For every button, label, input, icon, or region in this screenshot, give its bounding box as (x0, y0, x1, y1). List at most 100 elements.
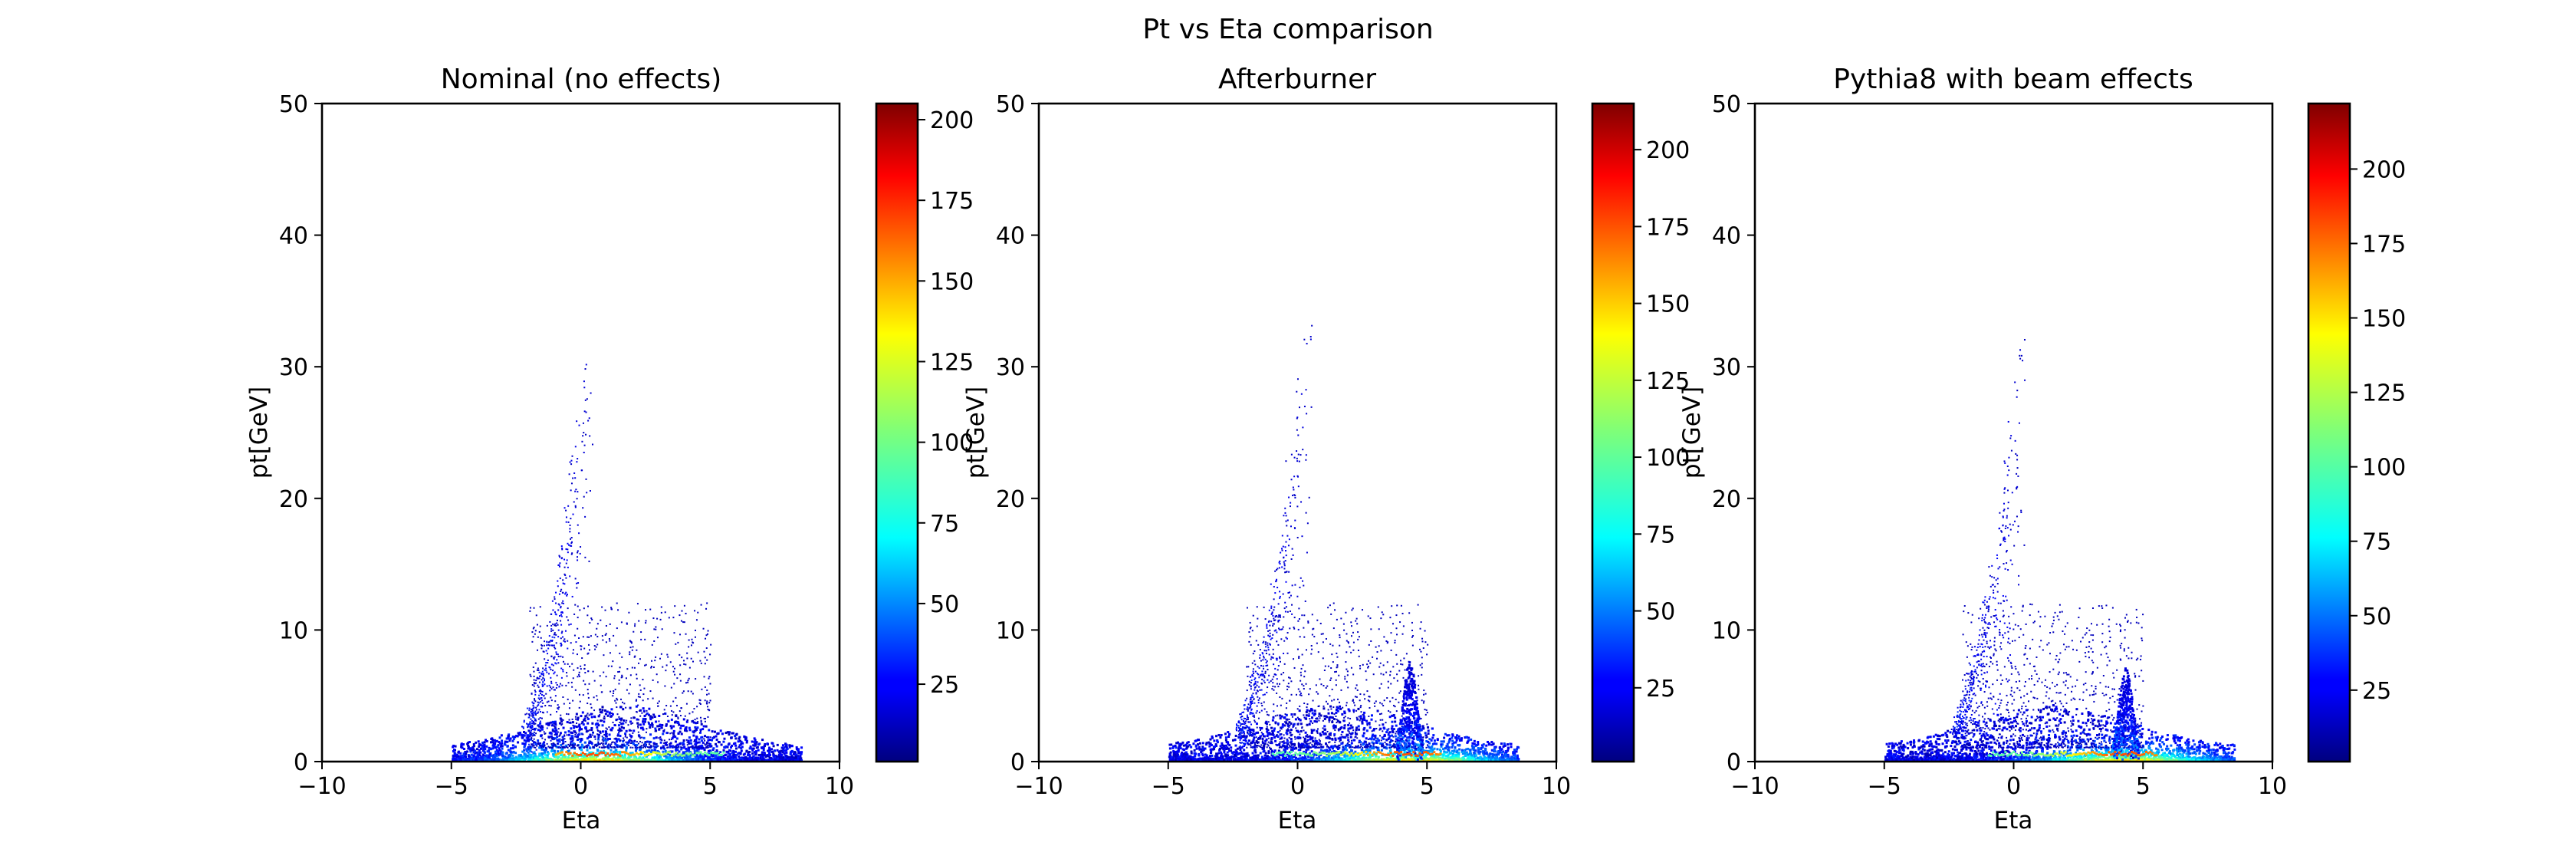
heatmap-cell (544, 678, 546, 680)
heatmap-cell (591, 758, 594, 761)
heatmap-cell (452, 758, 455, 761)
heatmap-cell (541, 706, 544, 708)
heatmap-cell (529, 610, 531, 612)
heatmap-cell (645, 713, 647, 716)
heatmap-cell (467, 742, 470, 745)
heatmap-cell (529, 733, 532, 736)
heatmap-cell (504, 759, 507, 762)
heatmap-cell (584, 726, 587, 729)
heatmap-cell (598, 752, 601, 755)
heatmap-cell (613, 692, 615, 694)
heatmap-cell (1281, 726, 1284, 729)
heatmap-cell (651, 660, 653, 662)
heatmap-cell (652, 759, 655, 762)
heatmap-cell (692, 747, 695, 750)
y-tick-label: 0 (294, 749, 308, 776)
heatmap-cell (697, 755, 700, 759)
heatmap-cell (562, 670, 564, 673)
heatmap-cell (495, 740, 498, 743)
heatmap-cell (555, 734, 557, 736)
heatmap-cell (589, 435, 591, 437)
heatmap-cell (538, 677, 540, 680)
heatmap-cell (621, 674, 623, 676)
heatmap-cell (600, 719, 603, 722)
heatmap-cell (683, 663, 685, 665)
heatmap-cell (636, 752, 639, 755)
heatmap-cell (797, 752, 800, 755)
heatmap-cell (568, 745, 570, 747)
heatmap-cell (561, 611, 564, 613)
heatmap-cell (678, 710, 681, 713)
heatmap-cell (667, 752, 670, 755)
heatmap-cell (590, 617, 593, 620)
heatmap-cell (539, 726, 541, 729)
heatmap-cell (559, 614, 561, 617)
heatmap-cell (468, 759, 472, 762)
heatmap-cell (467, 745, 470, 749)
heatmap-cell (625, 706, 627, 709)
heatmap-cell (1300, 730, 1303, 733)
heatmap-cell (567, 640, 569, 642)
heatmap-cell (561, 722, 564, 725)
heatmap-cell (567, 619, 570, 621)
heatmap-cell (586, 758, 590, 761)
heatmap-cell (586, 492, 588, 494)
heatmap-cell (737, 740, 740, 743)
heatmap-cell (675, 746, 678, 749)
heatmap-cell (692, 746, 694, 749)
heatmap-cell (646, 709, 648, 712)
heatmap-cell (486, 756, 489, 759)
heatmap-cell (629, 683, 631, 686)
heatmap-cell (572, 477, 574, 479)
heatmap-cell (662, 746, 665, 749)
heatmap-cell (702, 756, 705, 759)
heatmap-cell (785, 754, 788, 757)
heatmap-cell (761, 746, 764, 749)
heatmap-cell (777, 759, 780, 762)
heatmap-cell (473, 749, 476, 752)
heatmap-cell (574, 578, 577, 580)
heatmap-cell (696, 750, 699, 753)
heatmap-cell (498, 749, 501, 752)
heatmap-cell (579, 700, 581, 703)
heatmap-cell (619, 739, 622, 742)
heatmap-cell (484, 748, 487, 751)
heatmap-cell (777, 753, 780, 756)
heatmap-cell (752, 755, 755, 758)
heatmap-cell (687, 681, 689, 683)
heatmap-cell (605, 727, 607, 729)
heatmap-cell (675, 752, 678, 755)
heatmap-cell (675, 720, 678, 722)
heatmap-cell (648, 752, 651, 755)
heatmap-cell (659, 741, 662, 744)
heatmap-cell (678, 758, 682, 761)
heatmap-cell (669, 739, 671, 741)
heatmap-cell (751, 747, 754, 750)
heatmap-cell (488, 753, 491, 756)
heatmap-cell (672, 729, 675, 732)
heatmap-cell (668, 755, 671, 759)
heatmap-cell (663, 755, 666, 758)
colorbar-tick-label: 125 (930, 349, 974, 376)
heatmap-cell (556, 711, 558, 713)
heatmap-cell (616, 735, 619, 737)
heatmap-cell (503, 759, 506, 762)
heatmap-cell (550, 744, 554, 747)
heatmap-cell (694, 750, 697, 753)
heatmap-cell (635, 699, 637, 702)
heatmap-cell (751, 740, 754, 743)
heatmap-cell (635, 745, 638, 748)
heatmap-cell (630, 742, 632, 745)
heatmap-cell (539, 726, 541, 728)
heatmap-cell (646, 741, 648, 743)
heatmap-cell (1388, 743, 1392, 746)
heatmap-cell (1313, 713, 1316, 716)
x-tick-label: 10 (825, 773, 854, 800)
heatmap-cell (560, 632, 563, 634)
heatmap-cell (678, 753, 682, 756)
heatmap-cell (559, 734, 561, 736)
heatmap-cell (553, 673, 555, 675)
heatmap-cell (636, 649, 638, 651)
heatmap-cell (1239, 749, 1242, 752)
heatmap-cell (1461, 752, 1464, 755)
